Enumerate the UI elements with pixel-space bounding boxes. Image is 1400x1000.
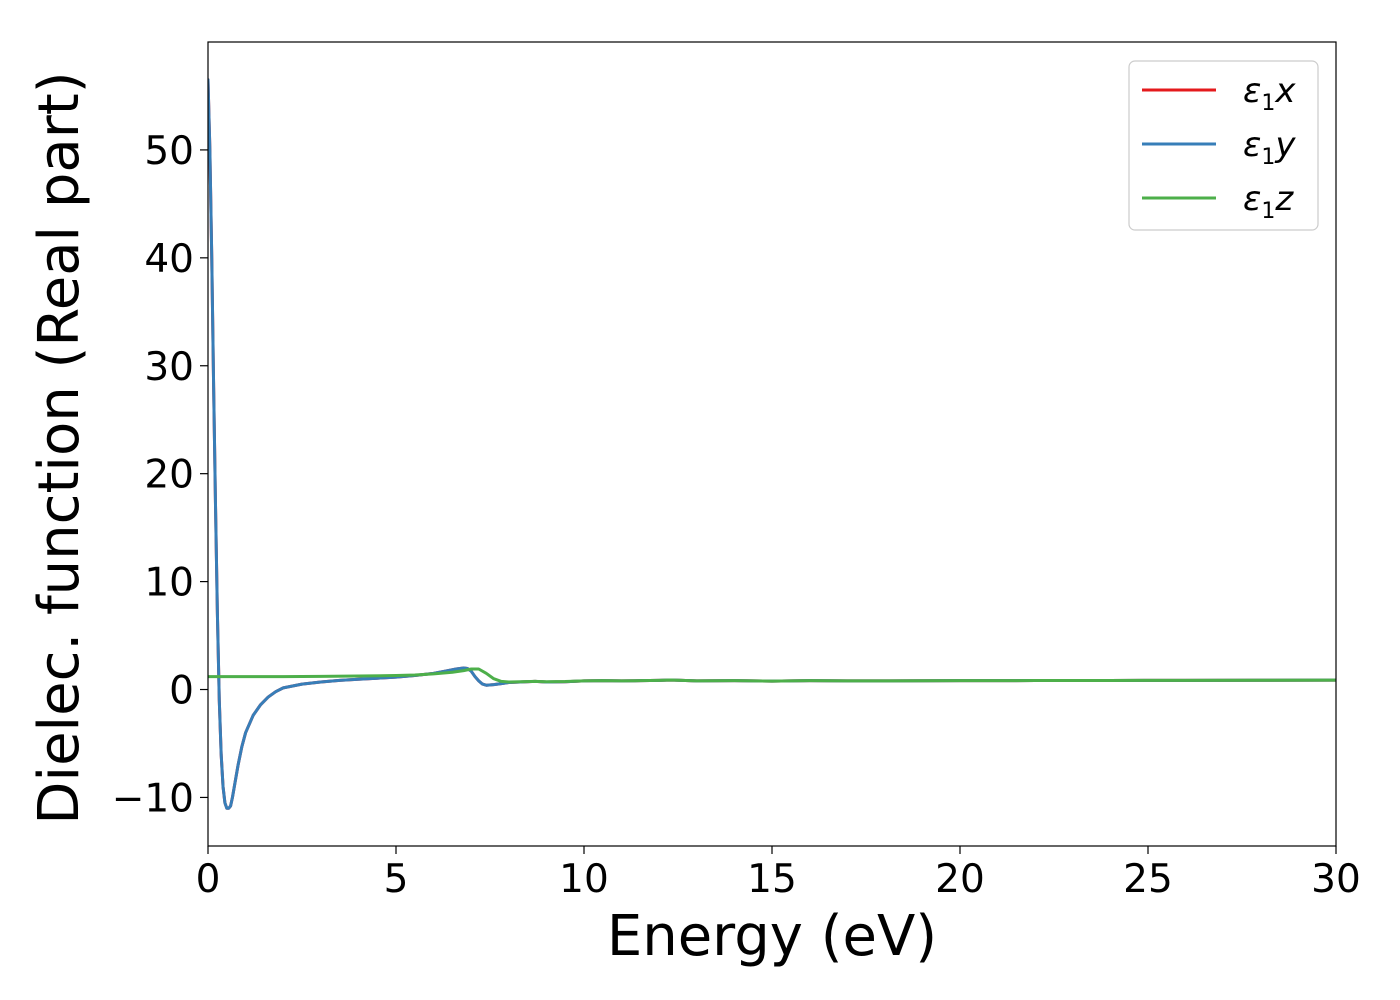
- x-tick-label: 30: [1311, 857, 1361, 902]
- x-tick-label: 10: [559, 857, 609, 902]
- x-axis-title: Energy (eV): [607, 904, 937, 969]
- x-tick-label: 0: [196, 857, 221, 902]
- legend-label-y: ε1y: [1243, 125, 1296, 170]
- y-axis-ticks: −10 0 10 20 30 40 50: [112, 129, 208, 821]
- legend-label-x: ε1x: [1243, 71, 1296, 116]
- legend-box: [1128, 60, 1319, 231]
- y-tick-label: 50: [144, 129, 194, 174]
- legend-label-z: ε1z: [1243, 179, 1294, 224]
- x-tick-label: 15: [747, 857, 797, 902]
- y-tick-label: 10: [144, 561, 194, 606]
- y-tick-label: −10: [112, 776, 194, 821]
- y-tick-label: 30: [144, 345, 194, 390]
- y-tick-label: 0: [169, 669, 194, 714]
- y-tick-label: 40: [144, 237, 194, 282]
- series-line-z: [208, 667, 1336, 684]
- x-axis-ticks: 0 5 10 15 20 25 30: [196, 846, 1361, 902]
- x-tick-label: 25: [1123, 857, 1173, 902]
- y-tick-label: 20: [144, 453, 194, 498]
- x-tick-label: 5: [384, 857, 409, 902]
- x-tick-label: 20: [935, 857, 985, 902]
- legend: ε1x ε1y ε1z: [1128, 60, 1319, 231]
- series-lines-group: [208, 78, 1336, 810]
- y-axis-title: Dielec. function (Real part): [27, 71, 92, 824]
